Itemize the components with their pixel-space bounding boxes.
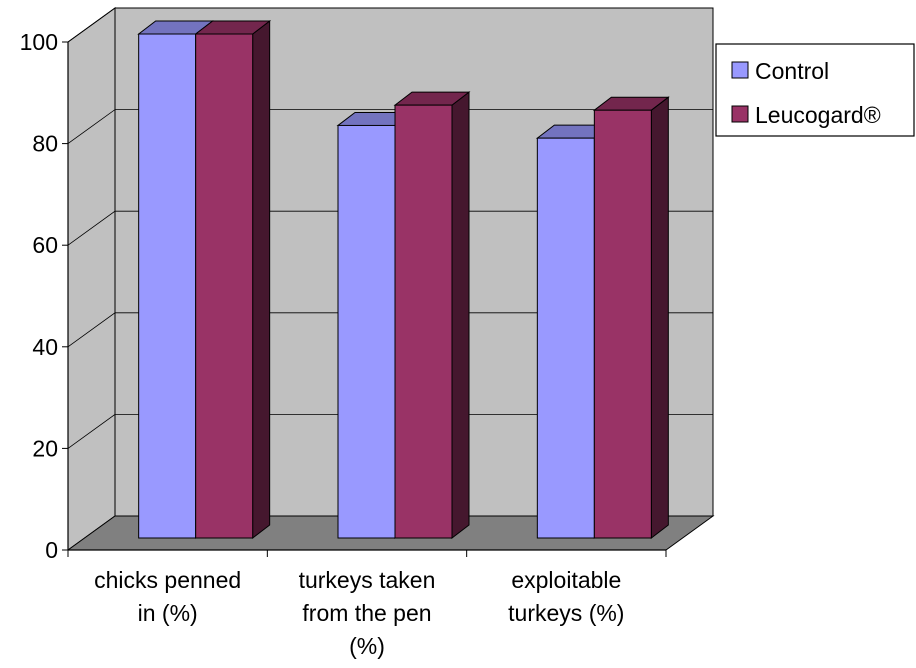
y-tick-label: 100 xyxy=(20,29,58,55)
legend-swatch xyxy=(731,105,749,123)
category-label: turkeys (%) xyxy=(508,600,624,626)
category-label: chicks penned xyxy=(94,567,241,593)
gridline xyxy=(67,7,713,43)
y-tick-label: 80 xyxy=(32,131,58,157)
legend-swatch xyxy=(731,61,749,79)
y-tick-labels: 0 20 40 60 80 100 xyxy=(20,29,58,563)
gridlines xyxy=(67,7,713,449)
axes xyxy=(62,41,667,557)
bars xyxy=(137,19,670,540)
gridline xyxy=(67,312,713,348)
y-tick-label: 60 xyxy=(32,232,58,258)
legend: Control Leucogard® xyxy=(715,43,915,137)
bar-side xyxy=(252,19,271,540)
legend-label: Control xyxy=(755,58,829,84)
category-label: (%) xyxy=(349,633,385,659)
bar xyxy=(394,104,453,539)
legend-box xyxy=(715,43,915,137)
bar-side xyxy=(451,91,470,540)
y-tick-label: 20 xyxy=(32,435,58,461)
category-label: turkeys taken xyxy=(299,567,436,593)
bar xyxy=(337,124,396,539)
category-label: in (%) xyxy=(138,600,198,626)
bar xyxy=(536,137,595,539)
side-wall xyxy=(67,7,116,551)
gridline xyxy=(67,210,713,246)
bar xyxy=(593,109,652,539)
legend-label: Leucogard® xyxy=(755,102,881,128)
y-tick-label: 40 xyxy=(32,334,58,360)
bar xyxy=(138,33,197,539)
bar-side xyxy=(650,96,669,540)
gridline xyxy=(67,109,713,144)
y-tick-label: 0 xyxy=(45,537,58,563)
bar xyxy=(195,33,254,539)
category-label: exploitable xyxy=(511,567,621,593)
gridline xyxy=(67,413,713,449)
category-label: from the pen xyxy=(302,600,431,626)
category-labels: chicks penned in (%) turkeys taken from the… xyxy=(94,567,624,659)
